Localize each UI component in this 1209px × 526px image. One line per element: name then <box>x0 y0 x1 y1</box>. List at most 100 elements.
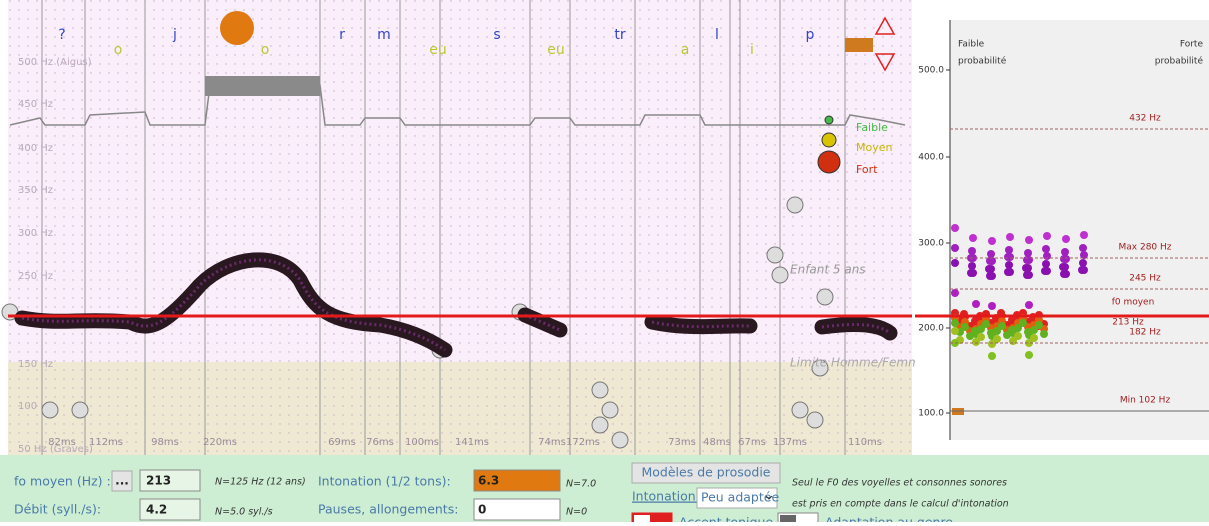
distribution-dot <box>971 327 979 335</box>
distribution-dot <box>972 300 980 308</box>
phoneme: s <box>493 27 500 43</box>
gray-contour <box>9 84 906 126</box>
controls-panel: fo moyen (Hz) : Débit (syll./s): Intonatio… <box>14 462 1009 526</box>
phoneme: ? <box>58 27 65 43</box>
distribution-dot <box>987 329 995 337</box>
duration-label: 69ms <box>328 437 356 448</box>
select[interactable] <box>696 487 778 509</box>
axis-tick-label: 200.0 <box>918 324 944 334</box>
duration-label: 74ms <box>538 437 566 448</box>
distribution-dot <box>961 323 969 331</box>
distribution-dot <box>1030 334 1038 342</box>
distribution-dot <box>1004 268 1012 276</box>
down-arrow[interactable] <box>874 53 896 72</box>
note: Enfant 5 ans <box>790 263 866 277</box>
reference-label: 182 Hz <box>1129 328 1161 338</box>
distribution-dot <box>1003 331 1011 339</box>
distribution-dot <box>1008 316 1016 324</box>
gray-point <box>771 266 789 284</box>
distribution-dot <box>1004 253 1012 261</box>
y-label: 50 Hz (Graves) <box>18 444 93 455</box>
distribution-dot <box>1080 231 1088 239</box>
button[interactable] <box>631 462 781 484</box>
duration-label: 73ms <box>668 437 696 448</box>
header-label: probabilité <box>958 56 1007 67</box>
gray-point <box>811 359 829 377</box>
gray-point <box>71 401 89 419</box>
duration-label: 82ms <box>48 437 76 448</box>
reference-label: Min 102 Hz <box>1120 396 1171 406</box>
phoneme: a <box>681 42 690 58</box>
distribution-dot <box>1024 328 1032 336</box>
reference-label: f0 moyen <box>1112 298 1155 308</box>
phoneme: p <box>806 27 815 43</box>
distribution-dot <box>966 332 974 340</box>
button-label: Modèles de prosodie <box>641 465 770 480</box>
gray-point <box>41 401 59 419</box>
distribution-dot <box>993 335 1001 343</box>
distribution-dot <box>971 317 979 325</box>
button[interactable] <box>111 470 133 492</box>
gray-point <box>806 411 824 429</box>
label: Accent tonique <box>679 515 773 523</box>
value-box <box>473 498 561 521</box>
distribution-dot <box>1078 266 1086 274</box>
toggle-knob <box>780 515 796 526</box>
phoneme: eu <box>429 42 447 58</box>
controls-bg <box>0 455 1209 522</box>
gray-point <box>816 288 834 306</box>
distribution-dot <box>951 327 959 335</box>
distribution-dot <box>1061 248 1069 256</box>
sun-icon <box>220 11 254 45</box>
pitch-curve-hi <box>821 323 891 335</box>
info: Seul le F0 des voyelles et consonnes son… <box>792 478 1007 489</box>
duration-label: 76ms <box>366 437 394 448</box>
toggle-knob <box>634 515 650 526</box>
phoneme: m <box>377 27 391 43</box>
distribution-dot <box>1059 263 1067 271</box>
axis-tick-label: 500.0 <box>918 66 944 76</box>
distribution-dot <box>986 257 994 265</box>
select-value: Peu adaptée <box>701 490 779 505</box>
distribution-dot <box>951 319 959 327</box>
value: 213 <box>146 474 171 488</box>
distribution-dot <box>951 244 959 252</box>
up-arrow[interactable] <box>874 16 896 35</box>
legend-label: Moyen <box>856 141 892 154</box>
phoneme: o <box>261 42 270 58</box>
note: Limite Homme/Femme <box>790 356 927 370</box>
distribution-dot <box>1060 270 1068 278</box>
distribution-dot <box>1042 245 1050 253</box>
duration-label: 172ms <box>566 437 600 448</box>
duration-label: 112ms <box>89 437 123 448</box>
label: Adaptation au genre <box>825 515 953 523</box>
distribution-area <box>950 20 1209 440</box>
gray-point <box>791 401 809 419</box>
value-box <box>473 469 561 492</box>
distribution-dot <box>1005 261 1013 269</box>
header-label: Forte <box>1180 40 1204 50</box>
distribution-dot <box>998 322 1006 330</box>
distribution-dot <box>968 262 976 270</box>
y-label: 250 Hz <box>18 271 53 282</box>
norm: N=5.0 syl./s <box>215 507 273 518</box>
button-label: ... <box>115 474 129 488</box>
distribution-dot <box>967 269 975 277</box>
gray-point <box>591 416 609 434</box>
info: est pris en compte dans le calcul d'into… <box>792 499 1009 510</box>
select-arrow <box>765 495 773 500</box>
phoneme: i <box>750 42 754 58</box>
gray-point <box>591 381 609 399</box>
distribution-dot <box>1062 235 1070 243</box>
distribution-dot <box>1025 339 1033 347</box>
duration-label: 110ms <box>848 437 882 448</box>
pitch-grid <box>8 0 912 455</box>
distribution-dot <box>1079 259 1087 267</box>
duration-label: 67ms <box>738 437 766 448</box>
distribution-dot <box>972 338 980 346</box>
label: fo moyen (Hz) : <box>14 474 111 489</box>
phoneme: l <box>715 27 719 43</box>
legend-label: Fort <box>856 163 878 176</box>
duration-label: 141ms <box>455 437 489 448</box>
value-box <box>139 469 201 492</box>
